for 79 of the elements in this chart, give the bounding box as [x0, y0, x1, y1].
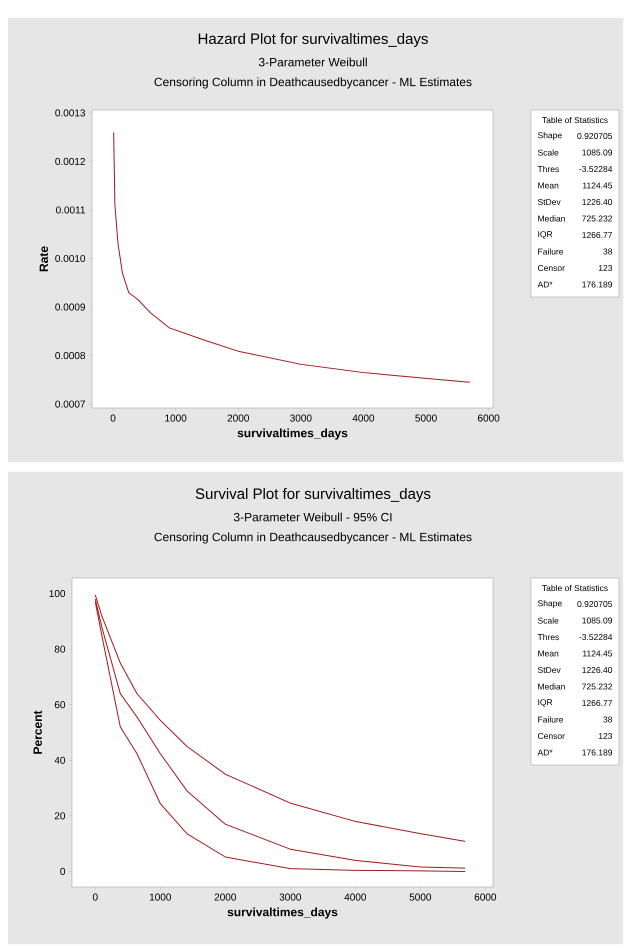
- x-tick-label: 6000: [478, 414, 500, 422]
- text: Censor: [538, 732, 565, 739]
- x-tick-label: 5000: [415, 414, 437, 422]
- x-tick-label: 1000: [165, 414, 186, 422]
- text: -3.52284: [579, 166, 612, 172]
- text: Thres: [538, 634, 559, 640]
- y-tick-label: 0.0013: [55, 109, 86, 116]
- y-tick-label: 0.0009: [55, 304, 85, 311]
- x-tick-label: 0: [110, 414, 116, 422]
- y-tick-label: 0.0007: [55, 400, 85, 408]
- x-tick-label: 2000: [214, 894, 236, 901]
- text: 0.920705: [577, 132, 612, 139]
- text: IQR: [538, 231, 552, 239]
- x-tick-label: 1000: [150, 894, 172, 901]
- text: Table of Statistics: [542, 584, 608, 592]
- x-tick-label: 6000: [474, 894, 496, 901]
- text: 38: [603, 716, 612, 722]
- chart-title: Survival Plot for survivaltimes_days: [196, 488, 430, 502]
- text: 38: [603, 248, 612, 254]
- text: 176.189: [582, 281, 612, 288]
- text: Shape: [538, 132, 562, 140]
- y-axis-title: Percent: [34, 710, 42, 754]
- text: 1124.45: [583, 650, 612, 656]
- text: StDev: [538, 198, 561, 205]
- x-tick-label: 4000: [344, 894, 366, 901]
- text: 123: [598, 732, 612, 739]
- text: 1226.40: [582, 666, 612, 673]
- text: Shape: [538, 600, 562, 608]
- text: 0.920705: [577, 600, 612, 607]
- x-tick-label: 5000: [410, 894, 432, 901]
- text: 725.232: [582, 683, 612, 690]
- x-tick-label: 3000: [280, 894, 302, 901]
- text: 1085.09: [582, 149, 612, 156]
- text: Failure: [538, 716, 564, 723]
- y-tick-label: 100: [50, 590, 66, 598]
- text: Scale: [538, 617, 558, 624]
- y-tick-label: 20: [54, 812, 66, 820]
- y-axis-title: Rate: [40, 246, 48, 272]
- text: Censoring Column in Deathcausedbycancer - ML Estimates: [154, 532, 472, 544]
- y-tick-label: 0: [60, 868, 66, 875]
- text: Mean: [538, 182, 558, 188]
- y-tick-label: 40: [54, 756, 66, 764]
- x-tick-label: 2000: [228, 414, 249, 422]
- text: 1226.40: [582, 198, 612, 205]
- y-tick-label: 0.0012: [55, 158, 85, 165]
- text: Median: [538, 683, 565, 690]
- y-tick-label: 0.0010: [55, 254, 86, 262]
- text: Median: [538, 215, 565, 222]
- text: 176.189: [582, 749, 612, 756]
- text: Scale: [538, 149, 558, 156]
- y-tick-label: 0.0011: [56, 206, 85, 214]
- text: Thres: [538, 166, 559, 172]
- chart-title: Hazard Plot for survivaltimes_days: [198, 33, 428, 47]
- text: AD*: [538, 750, 553, 756]
- text: Table of Statistics: [542, 116, 608, 124]
- x-tick-label: 0: [92, 894, 98, 901]
- x-axis-title: survivaltimes_days: [228, 907, 338, 919]
- text: Censoring Column in Deathcausedbycancer - ML Estimates: [154, 77, 472, 89]
- text: 725.232: [582, 215, 612, 222]
- text: Censor: [538, 264, 565, 271]
- text: 1124.45: [583, 182, 612, 188]
- chart-subtitle: 3-Parameter Weibull: [258, 58, 367, 66]
- text: 123: [598, 264, 612, 271]
- text: 1085.09: [582, 617, 612, 624]
- text: -3.52284: [579, 634, 612, 640]
- x-axis-title: survivaltimes_days: [238, 428, 348, 440]
- y-tick-label: 60: [54, 701, 66, 708]
- text: Failure: [538, 248, 564, 255]
- text: StDev: [538, 666, 561, 673]
- text: Mean: [538, 650, 558, 656]
- y-tick-label: 0.0008: [55, 352, 86, 360]
- x-tick-label: 3000: [290, 414, 312, 422]
- x-tick-label: 4000: [352, 414, 374, 422]
- text: 1266.77: [582, 700, 612, 706]
- text: AD*: [538, 282, 553, 288]
- text: 1266.77: [582, 232, 612, 238]
- y-tick-label: 80: [54, 646, 66, 653]
- chart-subtitle: 3-Parameter Weibull - 95% CI: [234, 512, 392, 522]
- text: IQR: [538, 699, 552, 707]
